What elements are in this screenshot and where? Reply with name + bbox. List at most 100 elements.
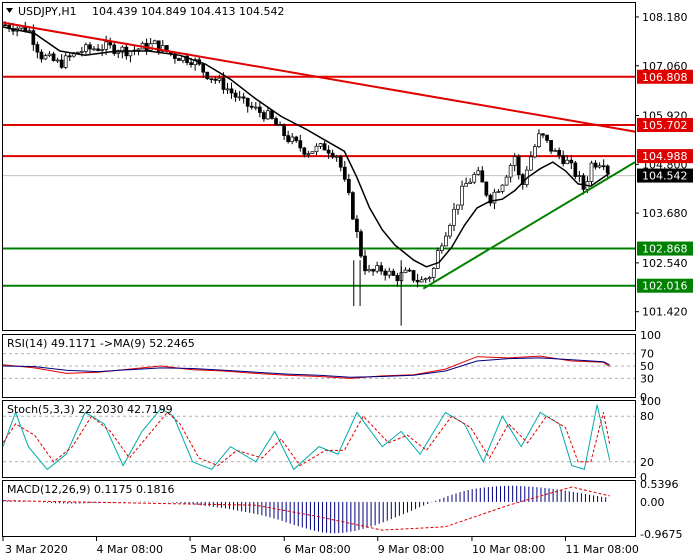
stoch-tick-label: 20 bbox=[640, 456, 654, 469]
candle-body bbox=[221, 77, 226, 90]
candle-body bbox=[593, 162, 598, 168]
candle-body bbox=[581, 175, 586, 190]
candle-body bbox=[278, 124, 282, 127]
candle-body bbox=[476, 170, 481, 175]
candle-body bbox=[217, 77, 222, 81]
candle-body bbox=[306, 153, 311, 155]
stoch-tick-label: 0 bbox=[640, 471, 647, 484]
candle-body bbox=[253, 106, 258, 109]
candle-body bbox=[156, 40, 161, 52]
candle-body bbox=[520, 174, 525, 185]
candle-body bbox=[480, 170, 485, 183]
dropdown-triangle-icon[interactable] bbox=[6, 8, 13, 13]
level-price-label: 102.016 bbox=[642, 280, 688, 293]
candle-body bbox=[605, 165, 610, 174]
price-tick-label: 108.180 bbox=[642, 11, 688, 24]
candle-body bbox=[88, 44, 92, 50]
level-price-label: 105.702 bbox=[642, 119, 688, 132]
candle-body bbox=[59, 59, 64, 68]
candle-body bbox=[63, 55, 68, 68]
candle-body bbox=[112, 44, 117, 54]
candle-body bbox=[338, 156, 343, 168]
candle-body bbox=[298, 140, 303, 149]
level-price-tag bbox=[637, 241, 693, 256]
candle-body bbox=[391, 270, 396, 276]
candle-body bbox=[3, 24, 7, 27]
candle-body bbox=[597, 165, 602, 168]
candle-body bbox=[407, 269, 412, 272]
candle-body bbox=[528, 156, 533, 171]
candle-body bbox=[249, 105, 254, 108]
candle-body bbox=[257, 106, 262, 113]
candle-body bbox=[201, 63, 206, 73]
candle-body bbox=[484, 181, 489, 196]
candle-body bbox=[245, 97, 250, 107]
candle-body bbox=[266, 110, 270, 120]
time-tick-label: 3 Mar 2020 bbox=[5, 543, 68, 556]
trendline[interactable] bbox=[2, 21, 636, 133]
candle-body bbox=[346, 178, 351, 193]
trendline[interactable] bbox=[422, 161, 636, 290]
candle-body bbox=[334, 156, 339, 158]
candle-body bbox=[419, 279, 424, 283]
candle-body bbox=[193, 59, 197, 66]
candle-body bbox=[541, 133, 545, 136]
level-price-label: 106.808 bbox=[642, 71, 688, 84]
rsi-tick-label: 50 bbox=[640, 360, 654, 373]
candle-body bbox=[294, 136, 299, 142]
candle-body bbox=[500, 184, 505, 192]
symbol-title: USDJPY,H1 bbox=[18, 5, 77, 18]
candle-body bbox=[302, 147, 307, 155]
candle-body bbox=[290, 136, 295, 142]
candle-body bbox=[569, 159, 574, 164]
indicator-layer bbox=[2, 353, 635, 534]
candle-body bbox=[233, 92, 238, 98]
candle-body bbox=[43, 55, 48, 60]
candle-body bbox=[35, 44, 40, 53]
time-tick-label: 9 Mar 08:00 bbox=[378, 543, 444, 556]
stoch-title: Stoch(5,3,3) 22.2030 42.7199 bbox=[7, 403, 173, 416]
macd-signal-line bbox=[2, 486, 610, 531]
candle-body bbox=[545, 134, 549, 141]
candle-body bbox=[160, 45, 165, 52]
candle-body bbox=[496, 191, 501, 193]
candle-body bbox=[367, 269, 371, 272]
candle-body bbox=[173, 53, 177, 59]
level-price-tag bbox=[637, 278, 693, 293]
price-tick-label: 102.540 bbox=[642, 257, 688, 270]
candle-body bbox=[100, 49, 104, 51]
candle-body bbox=[512, 156, 517, 166]
candle-body bbox=[557, 150, 562, 156]
candle-body bbox=[262, 112, 266, 120]
candle-body bbox=[96, 48, 100, 51]
candle-body bbox=[561, 155, 566, 165]
axis-layer: 108.180107.060105.920104.800103.680102.5… bbox=[2, 11, 693, 556]
price-tick-label: 107.060 bbox=[642, 60, 688, 73]
candle-body bbox=[229, 88, 234, 94]
rsi-series-line bbox=[2, 357, 610, 378]
candle-body bbox=[553, 150, 557, 152]
rsi-panel-frame bbox=[2, 334, 636, 398]
candle-body bbox=[395, 275, 400, 282]
candle-body bbox=[516, 156, 521, 176]
candle-body bbox=[472, 174, 477, 183]
candle-body bbox=[355, 218, 359, 232]
last-price-label: 104.542 bbox=[642, 170, 688, 183]
candle-body bbox=[27, 30, 32, 32]
candle-body bbox=[492, 191, 497, 204]
level-price-tag bbox=[637, 149, 693, 164]
candle-body bbox=[318, 143, 323, 147]
time-tick-label: 11 Mar 08:00 bbox=[565, 543, 638, 556]
level-price-label: 104.988 bbox=[642, 150, 688, 163]
candle-body bbox=[205, 71, 210, 80]
candle-body bbox=[549, 140, 553, 152]
candle-body bbox=[565, 159, 570, 165]
candle-body bbox=[209, 78, 214, 81]
candle-body bbox=[241, 96, 246, 99]
time-tick-label: 10 Mar 08:00 bbox=[472, 543, 545, 556]
candle-body bbox=[322, 143, 327, 151]
candle-body bbox=[444, 235, 448, 247]
candle-body bbox=[92, 48, 96, 51]
